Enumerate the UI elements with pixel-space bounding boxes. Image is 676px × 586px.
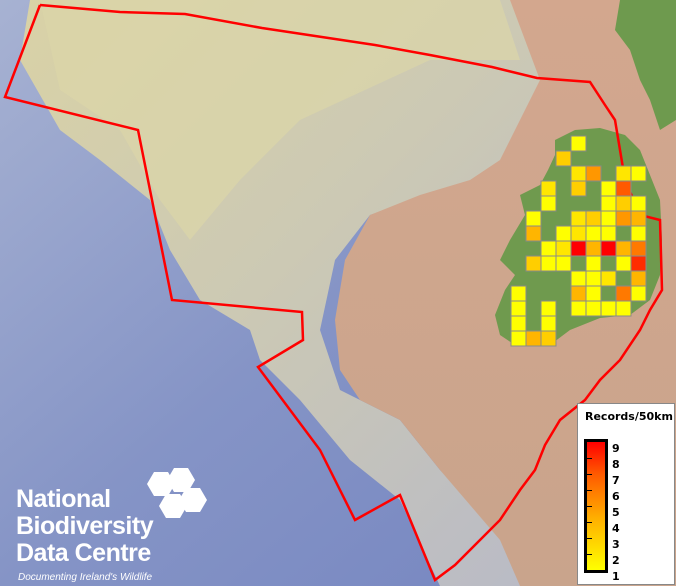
grid-cell[interactable] — [600, 180, 617, 197]
grid-cell[interactable] — [600, 225, 617, 242]
grid-cell[interactable] — [525, 330, 542, 347]
grid-cell[interactable] — [540, 300, 557, 317]
legend-tick — [587, 538, 592, 539]
grid-cell[interactable] — [570, 240, 587, 257]
grid-cell[interactable] — [630, 285, 647, 302]
legend-tick — [587, 506, 592, 507]
grid-cell[interactable] — [540, 180, 557, 197]
scotland-land — [615, 0, 676, 130]
grid-cell[interactable] — [585, 165, 602, 182]
grid-cell[interactable] — [585, 270, 602, 287]
legend-label: 3 — [612, 538, 620, 551]
nbdc-logo: National Biodiversity Data Centre Docume… — [16, 462, 216, 583]
legend-tick — [587, 474, 592, 475]
grid-cell[interactable] — [615, 195, 632, 212]
grid-cell[interactable] — [540, 240, 557, 257]
grid-cell[interactable] — [630, 210, 647, 227]
grid-cell[interactable] — [615, 240, 632, 257]
legend-title: Records/50km — [585, 410, 673, 423]
grid-cell[interactable] — [570, 225, 587, 242]
grid-cell[interactable] — [600, 240, 617, 257]
grid-cell[interactable] — [570, 165, 587, 182]
legend-color-ramp — [584, 439, 608, 573]
grid-cell[interactable] — [570, 135, 587, 152]
grid-cell[interactable] — [555, 225, 572, 242]
grid-cell[interactable] — [555, 255, 572, 272]
grid-cell[interactable] — [585, 240, 602, 257]
grid-cell[interactable] — [585, 225, 602, 242]
grid-cell[interactable] — [510, 285, 527, 302]
grid-cell[interactable] — [630, 165, 647, 182]
logo-tagline: Documenting Ireland's Wildlife — [18, 572, 153, 583]
legend-label: 1 — [612, 570, 620, 583]
grid-cell[interactable] — [600, 270, 617, 287]
legend-label: 7 — [612, 474, 620, 487]
territory-boundary — [3, 3, 664, 582]
grid-cell[interactable] — [510, 330, 527, 347]
grid-cell[interactable] — [585, 285, 602, 302]
records-grid — [510, 135, 647, 347]
grid-cell[interactable] — [570, 180, 587, 197]
grid-cell[interactable] — [510, 300, 527, 317]
logo-line-3: Data Centre — [16, 539, 151, 567]
grid-cell[interactable] — [585, 210, 602, 227]
legend-label: 5 — [612, 506, 620, 519]
legend-label: 2 — [612, 554, 620, 567]
logo-line-1: National — [16, 485, 111, 513]
logo-line-2: Biodiversity — [16, 512, 154, 540]
grid-cell[interactable] — [630, 240, 647, 257]
legend-tick — [587, 490, 592, 491]
grid-cell[interactable] — [570, 270, 587, 287]
grid-cell[interactable] — [570, 210, 587, 227]
legend-label: 4 — [612, 522, 620, 535]
grid-cell[interactable] — [585, 255, 602, 272]
grid-cell[interactable] — [570, 285, 587, 302]
grid-cell[interactable] — [555, 240, 572, 257]
grid-cell[interactable] — [525, 210, 542, 227]
grid-cell[interactable] — [585, 300, 602, 317]
grid-cell[interactable] — [540, 195, 557, 212]
grid-cell[interactable] — [600, 210, 617, 227]
grid-cell[interactable] — [630, 255, 647, 272]
grid-cell[interactable] — [615, 255, 632, 272]
grid-cell[interactable] — [600, 300, 617, 317]
legend-tick — [587, 458, 592, 459]
grid-cell[interactable] — [540, 255, 557, 272]
legend-label: 9 — [612, 442, 620, 455]
legend: Records/50km 9 8 7 6 5 4 3 2 1 — [577, 403, 675, 585]
grid-cell[interactable] — [600, 195, 617, 212]
grid-cell[interactable] — [615, 285, 632, 302]
grid-cell[interactable] — [630, 195, 647, 212]
grid-cell[interactable] — [615, 210, 632, 227]
grid-cell[interactable] — [540, 315, 557, 332]
grid-cell[interactable] — [525, 225, 542, 242]
grid-cell[interactable] — [555, 150, 572, 167]
grid-cell[interactable] — [630, 270, 647, 287]
legend-label: 8 — [612, 458, 620, 471]
shelf-upper — [40, 0, 520, 240]
legend-tick — [587, 554, 592, 555]
grid-cell[interactable] — [630, 225, 647, 242]
grid-cell[interactable] — [615, 300, 632, 317]
grid-cell[interactable] — [615, 180, 632, 197]
hexagon-logo-icon — [147, 468, 207, 518]
grid-cell[interactable] — [615, 165, 632, 182]
grid-cell[interactable] — [525, 255, 542, 272]
grid-cell[interactable] — [510, 315, 527, 332]
legend-tick — [587, 522, 592, 523]
grid-cell[interactable] — [540, 330, 557, 347]
legend-label: 6 — [612, 490, 620, 503]
grid-cell[interactable] — [570, 300, 587, 317]
